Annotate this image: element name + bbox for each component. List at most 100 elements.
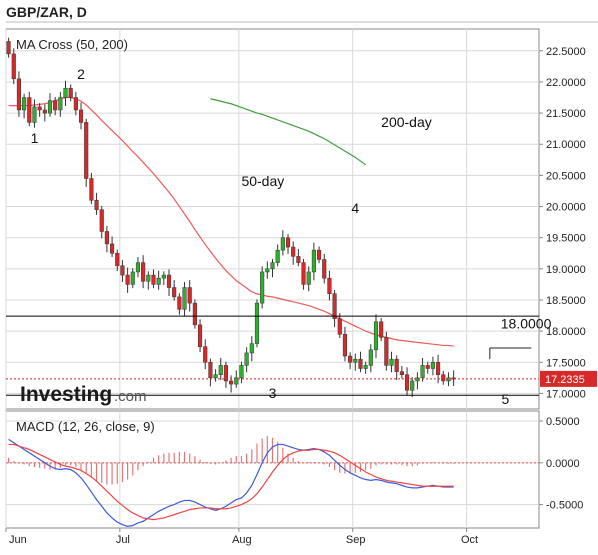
candle-down <box>94 200 99 210</box>
candle-down <box>301 262 306 285</box>
annotation-layer: 18.0000 1 2 3 4 5 50-day 200-day <box>31 66 552 407</box>
price-tick-label: 18.0000 <box>546 326 586 338</box>
support-resistance-lines <box>6 315 539 396</box>
ma200-line <box>210 98 366 166</box>
candle-down <box>348 355 353 363</box>
candle-down <box>11 53 16 80</box>
candle-up <box>156 277 161 285</box>
candle-down <box>208 362 213 379</box>
candle-up <box>244 352 249 366</box>
candle-up <box>368 349 373 366</box>
candle-up <box>254 302 260 344</box>
candle-down <box>172 287 177 298</box>
candle-up <box>234 377 239 385</box>
candle-down <box>379 321 384 338</box>
ma50-line <box>8 96 454 347</box>
ma-label: 200-day <box>381 114 432 130</box>
candle-down <box>296 256 301 263</box>
candle-down <box>104 231 109 245</box>
candle-up <box>275 249 280 263</box>
candle-down <box>436 362 441 375</box>
candle-down <box>197 324 203 347</box>
candle-up <box>311 249 316 273</box>
candle-down <box>322 259 327 279</box>
price-tick-label: 20.5000 <box>546 170 586 182</box>
candle-down <box>285 237 291 248</box>
macd-layer <box>6 436 539 527</box>
logo-brand: Investing <box>20 383 112 406</box>
candle-up <box>130 271 135 285</box>
candle-down <box>399 371 404 375</box>
candle-up <box>161 274 166 279</box>
month-label: Aug <box>232 534 252 546</box>
macd-tick-label: 0.5000 <box>546 416 580 428</box>
candle-up <box>218 365 223 375</box>
candle-down <box>384 337 389 366</box>
candle-down <box>337 318 342 335</box>
candle-down <box>441 374 446 382</box>
macd-tick-label: -0.5000 <box>546 500 583 512</box>
candle-up <box>146 274 151 282</box>
price-tick-label: 21.0000 <box>546 139 586 151</box>
candle-up <box>260 271 265 304</box>
candle-up <box>213 374 218 379</box>
macd-tick-label: 0.0000 <box>546 458 580 470</box>
candle-down <box>187 287 192 304</box>
candle-up <box>47 100 53 114</box>
chart-title: GBP/ZAR, D <box>6 4 87 20</box>
price-tick-label: 18.5000 <box>546 295 586 307</box>
candle-down <box>332 293 337 319</box>
candle-up <box>182 287 187 310</box>
candle-down <box>203 346 208 363</box>
candle-up <box>32 106 37 123</box>
candle-down <box>84 122 89 179</box>
candle-down <box>125 274 130 285</box>
candle-up <box>389 358 394 366</box>
candle-down <box>327 277 332 295</box>
candle-up <box>353 358 358 363</box>
candle-down <box>37 106 42 111</box>
candle-down <box>110 243 115 254</box>
candle-down <box>68 87 73 98</box>
candle-up <box>280 237 285 251</box>
candle-down <box>6 41 11 55</box>
candle-down <box>115 253 120 266</box>
macd-legend: MACD (12, 26, close, 9) <box>16 419 155 434</box>
candle-up <box>363 365 368 369</box>
candle-up <box>249 343 254 354</box>
candle-down <box>425 365 430 369</box>
candle-down <box>78 109 84 123</box>
candle-down <box>73 97 78 111</box>
axis-layer: 22.5000 22.0000 21.5000 21.0000 20.5000 2 0.00… <box>5 46 597 546</box>
candle-down <box>229 380 234 385</box>
candle-up <box>63 87 68 98</box>
price-tick-label: 19.0000 <box>546 264 586 276</box>
candle-down <box>223 365 228 382</box>
price-tick-label: 22.5000 <box>546 46 586 58</box>
candle-down <box>291 246 296 257</box>
logo-suffix: .com <box>114 388 147 405</box>
candle-up <box>265 268 270 273</box>
wave-label: 2 <box>77 66 85 82</box>
candle-down <box>42 109 47 114</box>
candle-up <box>239 365 244 379</box>
month-label: Jun <box>9 534 27 546</box>
price-tick-label: 21.5000 <box>546 108 586 120</box>
candle-down <box>141 262 146 282</box>
price-panel-frame <box>5 28 540 410</box>
candle-down <box>166 274 172 288</box>
candle-down <box>404 374 410 391</box>
month-label: Sep <box>346 534 366 546</box>
price-tick-label: 19.5000 <box>546 233 586 245</box>
macd-line <box>8 438 454 527</box>
candle-up <box>135 262 141 273</box>
price-tick-label: 22.0000 <box>546 77 586 89</box>
candles-layer <box>6 37 456 398</box>
candle-up <box>22 97 27 111</box>
wave-label: 5 <box>501 391 509 407</box>
price-legend: MA Cross (50, 200) <box>16 37 128 52</box>
candle-down <box>342 333 348 357</box>
ma-label: 50-day <box>241 173 284 189</box>
